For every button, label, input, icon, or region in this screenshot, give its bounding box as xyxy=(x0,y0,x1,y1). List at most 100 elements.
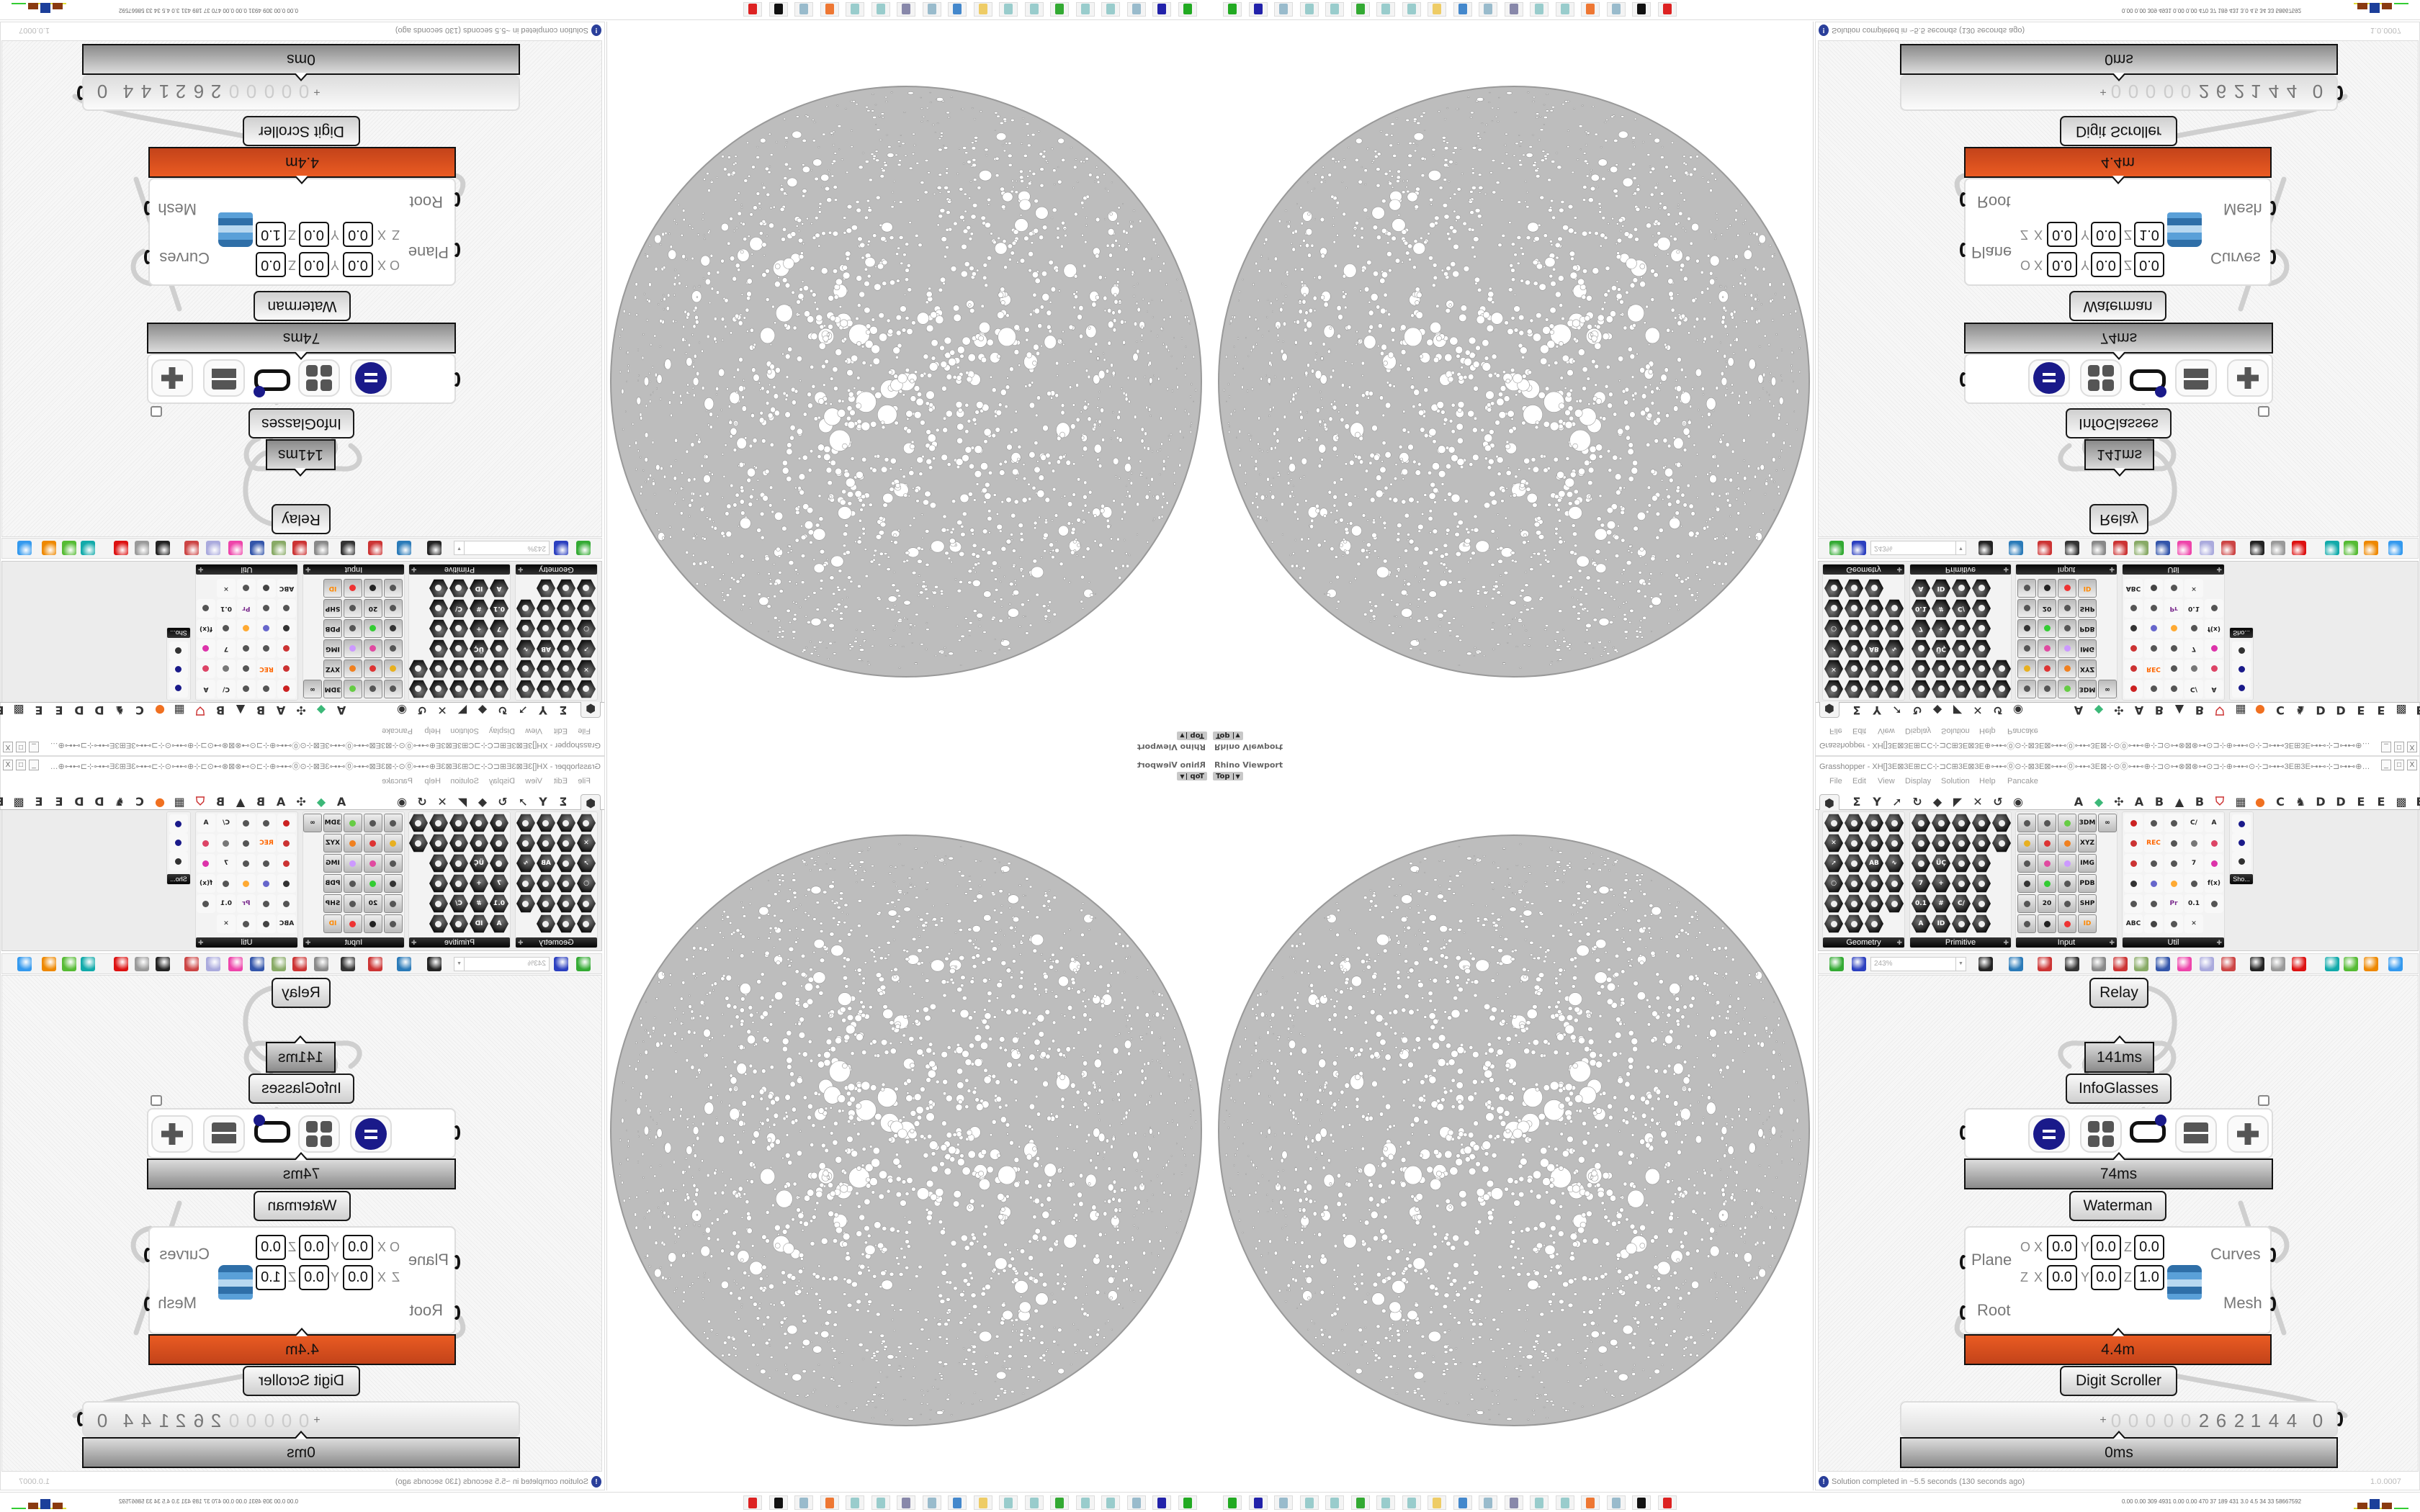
mesh-output-grip[interactable] xyxy=(2269,1297,2276,1311)
eraser-icon[interactable] xyxy=(2205,834,2223,852)
minimize-button[interactable]: _ xyxy=(2381,760,2391,770)
notepad-10-icon[interactable] xyxy=(1606,1495,1626,1510)
red-app-icon[interactable] xyxy=(1657,1495,1677,1510)
show-group-label[interactable]: Sho... xyxy=(2230,874,2253,884)
checker-icon[interactable] xyxy=(2038,874,2056,893)
shp-icon[interactable]: SHP xyxy=(2078,894,2097,913)
loop-icon[interactable] xyxy=(2144,814,2163,832)
wrench-icon[interactable] xyxy=(2184,874,2203,893)
digit-wheel[interactable]: 2 xyxy=(2233,1410,2245,1431)
premiere-icon[interactable]: Pr xyxy=(2164,894,2183,913)
chevron-down-icon[interactable]: ▼ xyxy=(1232,773,1240,780)
input-grip[interactable] xyxy=(1960,1125,1967,1140)
chevron-down-icon[interactable]: ▼ xyxy=(1180,773,1188,780)
viewport-view-tab[interactable]: Top ▼ xyxy=(1177,772,1207,780)
pdb-icon[interactable]: PDB xyxy=(2078,874,2097,893)
tab-addon-a1[interactable]: A xyxy=(2074,794,2084,809)
menu-display[interactable]: Display xyxy=(1905,777,1932,786)
tab-orange-circle[interactable]: ● xyxy=(2255,794,2265,809)
firefox-icon[interactable] xyxy=(1581,1495,1600,1510)
menu-view[interactable]: View xyxy=(1878,777,1895,786)
tab-dotted-grid[interactable]: ▩ xyxy=(2396,794,2407,809)
tab-rooster[interactable]: ♞ xyxy=(2295,794,2306,809)
maximize-button[interactable]: □ xyxy=(2394,760,2404,770)
infoglasses-icon[interactable] xyxy=(2232,814,2251,833)
grid-four-icon[interactable] xyxy=(2080,1115,2122,1153)
zoom-input[interactable]: 243% ▼ xyxy=(1870,957,1966,971)
t-param-icon[interactable] xyxy=(2058,834,2076,852)
calendar-icon[interactable]: 20 xyxy=(2038,894,2056,913)
comment-bubble-icon[interactable] xyxy=(2258,1095,2269,1106)
digit-wheel[interactable]: 1 xyxy=(2250,1410,2262,1431)
palette-group-label[interactable]: Geometry ✚ xyxy=(1823,937,1904,948)
image-icon[interactable]: IMG xyxy=(2078,854,2097,873)
decimal-icon[interactable]: 0.1 xyxy=(2184,894,2203,913)
clock-icon[interactable] xyxy=(2038,914,2056,933)
zoom-extents-icon[interactable] xyxy=(1978,957,1993,971)
drawer-icon[interactable] xyxy=(2175,1115,2217,1153)
notepad-4-icon[interactable] xyxy=(1376,1495,1395,1510)
viewport-view-tab[interactable]: Top ▼ xyxy=(1213,772,1243,780)
digit-wheel[interactable]: 0 xyxy=(2145,1410,2156,1431)
color-swatch-icon[interactable] xyxy=(2058,814,2076,832)
swirl-icon[interactable] xyxy=(2184,834,2203,852)
origin-x-field[interactable]: 0.0 xyxy=(2047,1235,2077,1260)
notepad-2-icon[interactable] xyxy=(1299,1495,1319,1510)
color-wheel-icon[interactable] xyxy=(2058,854,2076,873)
tab-intersect[interactable]: ✕ xyxy=(1973,794,1983,809)
tab-green-gem[interactable]: ◆ xyxy=(2094,794,2104,809)
root-input-grip[interactable] xyxy=(1960,1305,1967,1320)
cluster-io-icon[interactable] xyxy=(2065,957,2079,971)
sketch-pen-icon[interactable] xyxy=(2038,957,2052,971)
rhino-viewport[interactable]: Rhino Viewport Top ▼ xyxy=(1210,756,1814,1490)
gumball-icon[interactable] xyxy=(2038,834,2056,852)
button-icon[interactable] xyxy=(2038,814,2056,832)
info-icon[interactable]: ! xyxy=(1819,1476,1829,1488)
notepad-6-icon[interactable] xyxy=(1479,1495,1497,1510)
colorbar-icon[interactable] xyxy=(2058,914,2076,933)
half-sphere-icon[interactable] xyxy=(2364,957,2378,971)
tab-sets[interactable]: Y xyxy=(1873,794,1881,809)
shaded-preview-icon[interactable] xyxy=(2250,957,2264,971)
palette-group-label[interactable]: Util ✚ xyxy=(2123,937,2224,948)
palette-group-label[interactable]: Input ✚ xyxy=(2016,937,2117,948)
search-s-icon[interactable] xyxy=(2156,957,2170,971)
origin-y-field[interactable]: 0.0 xyxy=(2091,1235,2121,1260)
notepad-3-icon[interactable] xyxy=(1325,1495,1344,1510)
graph-mapper-icon[interactable] xyxy=(2058,874,2076,893)
palette-group-label[interactable]: Primitive ✚ xyxy=(1910,937,2011,948)
digit-wheel[interactable]: 0 xyxy=(2110,1410,2122,1431)
notepad-9-icon[interactable] xyxy=(1555,1495,1574,1510)
arrow-right-icon[interactable] xyxy=(2164,814,2183,832)
folder-icon[interactable] xyxy=(1428,1495,1446,1510)
tab-addon-e3[interactable]: E xyxy=(2412,794,2420,809)
abc-icon[interactable]: ABC xyxy=(2124,914,2143,933)
digit-wheel[interactable]: 4 xyxy=(2286,1410,2298,1431)
expand-icon[interactable]: ✚ xyxy=(2216,939,2222,946)
infoglasses-alt-icon[interactable] xyxy=(2232,833,2251,852)
red-gem-icon[interactable] xyxy=(2292,957,2306,971)
infoglasses-label[interactable]: InfoGlasses xyxy=(2066,1074,2172,1104)
wolf-icon[interactable] xyxy=(1632,1495,1651,1510)
menu-pancake[interactable]: Pancake xyxy=(2007,777,2038,786)
panel-icon[interactable]: ∞ xyxy=(2098,814,2117,832)
knob-icon[interactable] xyxy=(2017,874,2036,893)
value-list-icon[interactable] xyxy=(2017,914,2036,933)
toggle-icon[interactable] xyxy=(2017,854,2036,873)
green-surface-icon[interactable] xyxy=(2344,957,2358,971)
text-a-icon[interactable]: A xyxy=(2205,814,2223,832)
flask-icon[interactable] xyxy=(2205,854,2223,873)
zaxis-z-field[interactable]: 1.0 xyxy=(2134,1265,2164,1290)
tab-puzzle[interactable]: ✣ xyxy=(2114,794,2124,809)
digit-scroller-label[interactable]: Digit Scroller xyxy=(2060,1366,2177,1396)
digit-wheel[interactable]: 0 xyxy=(2163,1410,2174,1431)
menu-edit[interactable]: Edit xyxy=(1852,777,1866,786)
tab-vector[interactable]: ➚ xyxy=(1892,794,1902,809)
pencil-icon[interactable] xyxy=(2144,854,2163,873)
digit-wheel[interactable]: 4 xyxy=(2268,1410,2280,1431)
curves-output-grip[interactable] xyxy=(2269,1248,2276,1262)
palette-icon[interactable] xyxy=(2205,894,2223,913)
tab-addon-d2[interactable]: D xyxy=(2336,794,2346,809)
tab-addon-a2[interactable]: A xyxy=(2134,794,2144,809)
notepad-5-icon[interactable] xyxy=(1402,1495,1421,1510)
